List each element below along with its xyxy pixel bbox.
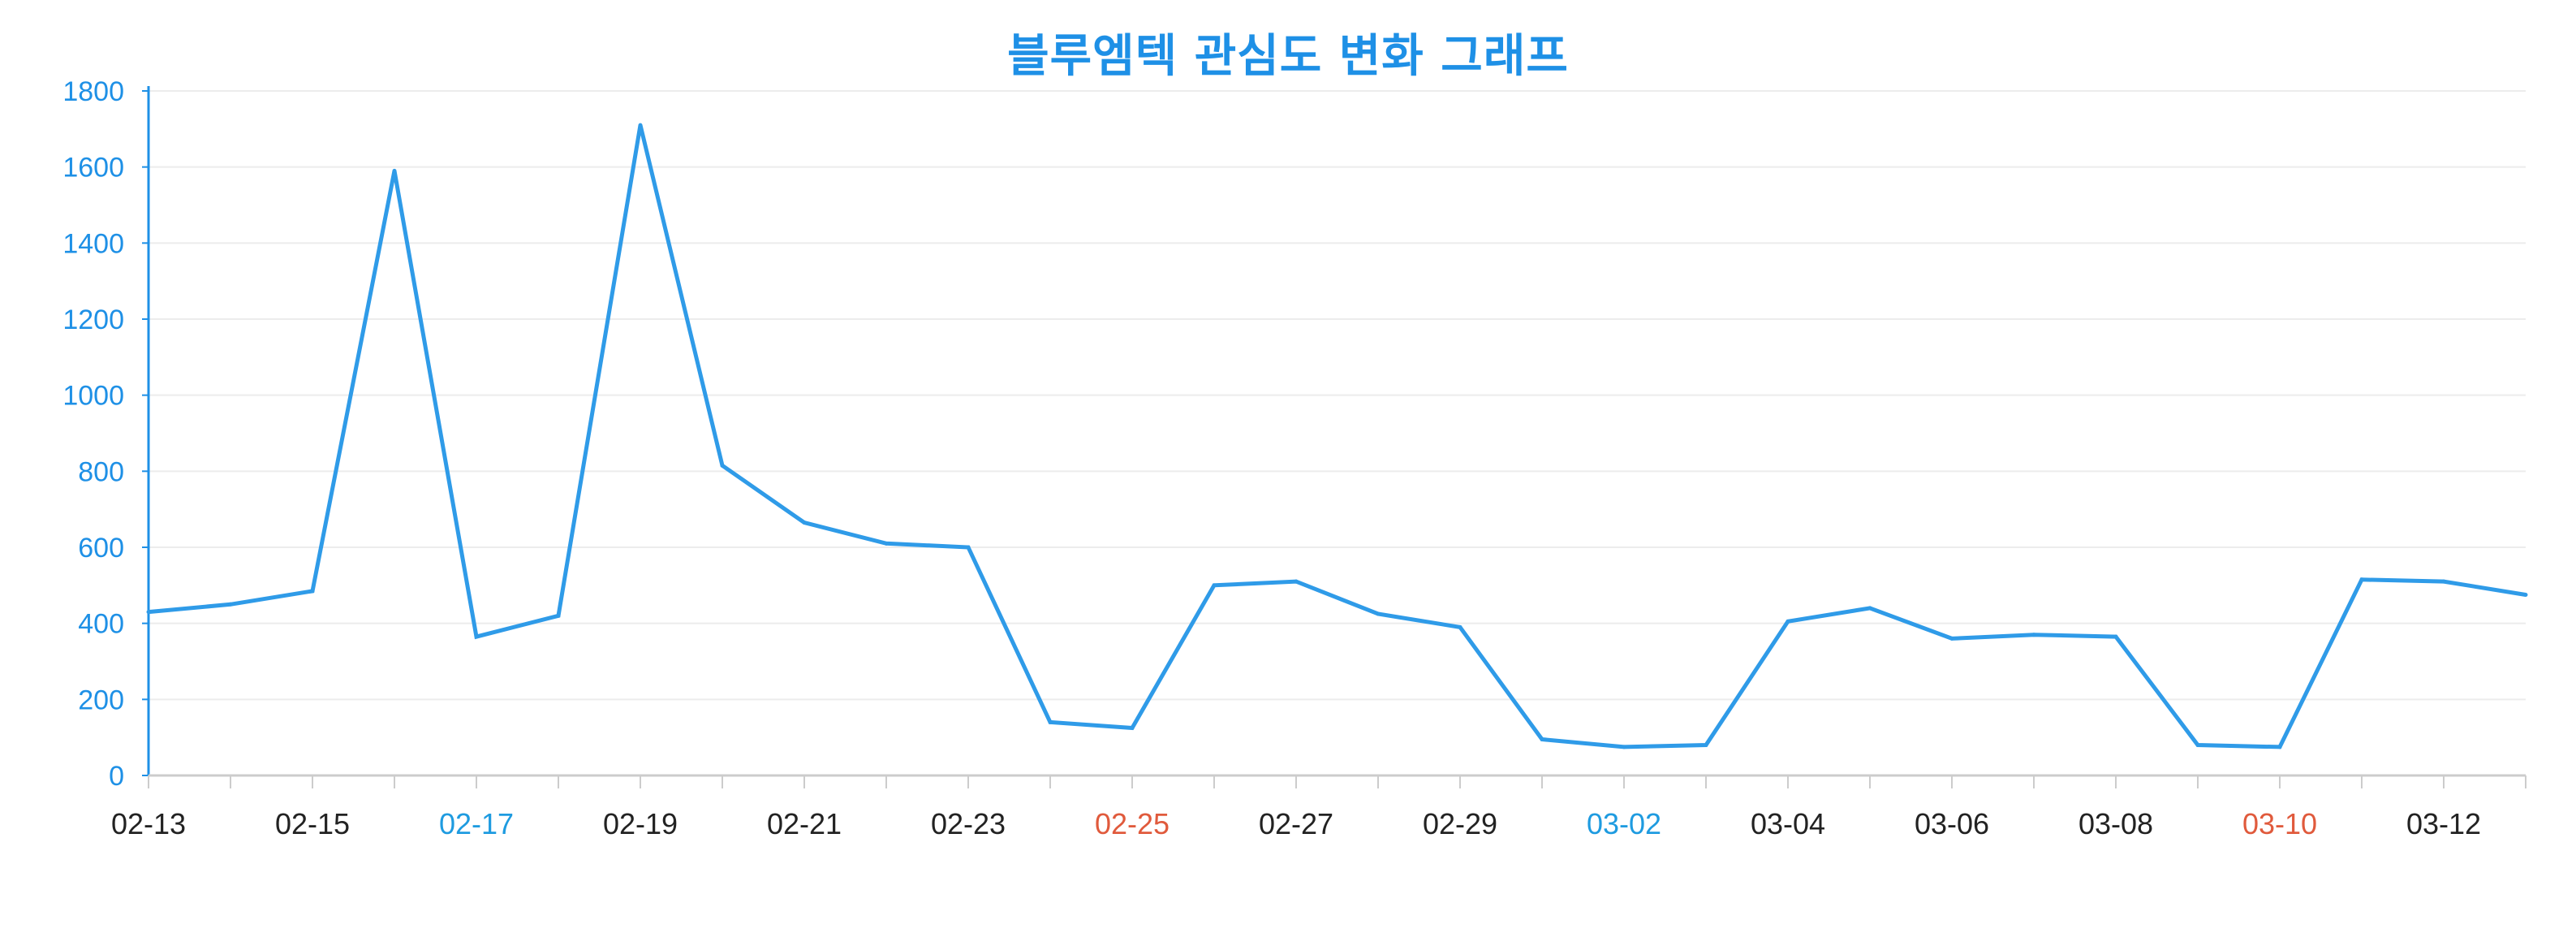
y-tick-label: 1000 — [62, 381, 124, 412]
data-point — [1786, 619, 1790, 624]
data-point — [1540, 737, 1544, 742]
data-point — [966, 545, 971, 550]
data-point — [1458, 624, 1462, 629]
x-tick-label: 03-06 — [1915, 807, 1989, 840]
data-point — [2195, 743, 2200, 748]
data-point — [2441, 579, 2446, 584]
y-tick-label: 400 — [78, 609, 124, 640]
x-tick-label: 02-19 — [603, 807, 678, 840]
series-line — [148, 124, 2526, 749]
data-point — [474, 634, 479, 639]
y-tick-label: 600 — [78, 533, 124, 564]
x-tick-label: 02-17 — [439, 807, 514, 840]
data-point — [1622, 745, 1626, 749]
data-point — [638, 123, 643, 127]
data-point — [720, 463, 725, 468]
data-point — [1294, 579, 1299, 584]
data-point — [2113, 634, 2118, 639]
data-point — [884, 541, 889, 546]
y-tick-label: 1200 — [62, 305, 124, 335]
x-tick-label: 03-08 — [2078, 807, 2153, 840]
x-tick-label: 02-15 — [275, 807, 350, 840]
x-tick-label: 02-25 — [1095, 807, 1170, 840]
x-tick-label: 02-23 — [931, 807, 1006, 840]
data-point — [1376, 611, 1381, 616]
y-tick-label: 1800 — [62, 76, 124, 107]
y-tick-label: 800 — [78, 456, 124, 487]
data-point — [1212, 583, 1217, 588]
data-point — [228, 602, 233, 607]
data-point — [2031, 633, 2036, 637]
x-tick-label: 02-21 — [767, 807, 842, 840]
x-tick-label: 03-10 — [2242, 807, 2317, 840]
x-tick-label: 02-27 — [1259, 807, 1333, 840]
y-tick-label: 1400 — [62, 228, 124, 259]
data-point — [1130, 725, 1135, 730]
data-point — [1704, 743, 1708, 748]
data-point — [1949, 636, 1954, 641]
data-point — [1867, 606, 1872, 611]
data-point — [556, 613, 561, 618]
data-point — [392, 168, 397, 173]
data-point — [2359, 577, 2364, 582]
data-point — [2523, 593, 2528, 598]
x-tick-label: 03-02 — [1587, 807, 1661, 840]
data-point — [2277, 745, 2282, 749]
chart-title: 블루엠텍 관심도 변화 그래프 — [1007, 30, 1569, 83]
x-tick-label: 03-12 — [2406, 807, 2481, 840]
y-tick-label: 1600 — [62, 153, 124, 184]
data-point — [146, 610, 151, 615]
data-point — [310, 589, 315, 594]
data-point — [1048, 719, 1053, 724]
x-tick-label: 03-04 — [1751, 807, 1825, 840]
x-tick-label: 02-29 — [1423, 807, 1497, 840]
data-point — [802, 520, 807, 525]
x-tick-label: 02-13 — [111, 807, 186, 840]
y-tick-label: 0 — [109, 761, 124, 792]
y-tick-label: 200 — [78, 685, 124, 715]
